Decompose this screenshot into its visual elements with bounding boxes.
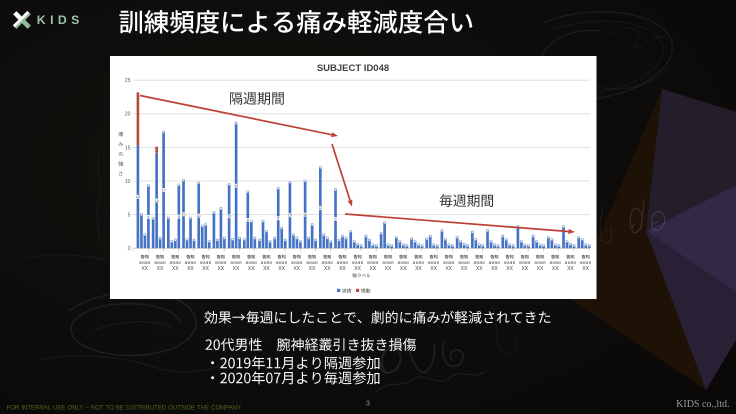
svg-text:14: 14 — [155, 199, 159, 203]
svg-text:10: 10 — [197, 214, 201, 218]
svg-text:9: 9 — [178, 215, 180, 219]
svg-text:10: 10 — [303, 213, 307, 217]
svg-text:9: 9 — [147, 215, 149, 219]
svg-text:10: 10 — [227, 215, 231, 219]
svg-text:10: 10 — [288, 214, 292, 218]
svg-text:3: 3 — [366, 401, 370, 408]
svg-text:15: 15 — [125, 145, 131, 151]
svg-text:10: 10 — [182, 213, 186, 217]
svg-text:FOR INTERNAL USE ONLY – NOT TO: FOR INTERNAL USE ONLY – NOT TO BE DISTRI… — [7, 405, 242, 411]
svg-text:17: 17 — [162, 188, 166, 192]
svg-text:KIDS co.,ltd.: KIDS co.,ltd. — [676, 399, 729, 410]
svg-text:10: 10 — [125, 179, 131, 185]
svg-text:25: 25 — [125, 78, 131, 84]
svg-text:8: 8 — [247, 218, 249, 222]
svg-text:19: 19 — [234, 184, 238, 188]
svg-text:9: 9 — [335, 217, 337, 221]
svg-text:9: 9 — [277, 217, 279, 221]
svg-text:15: 15 — [136, 195, 140, 199]
svg-text:5: 5 — [128, 213, 131, 219]
svg-text:SUBJECT ID048: SUBJECT ID048 — [317, 63, 389, 74]
svg-text:KIDS: KIDS — [37, 13, 84, 27]
svg-text:0: 0 — [128, 246, 131, 252]
svg-text:12: 12 — [318, 206, 322, 210]
svg-text:20: 20 — [125, 112, 131, 118]
